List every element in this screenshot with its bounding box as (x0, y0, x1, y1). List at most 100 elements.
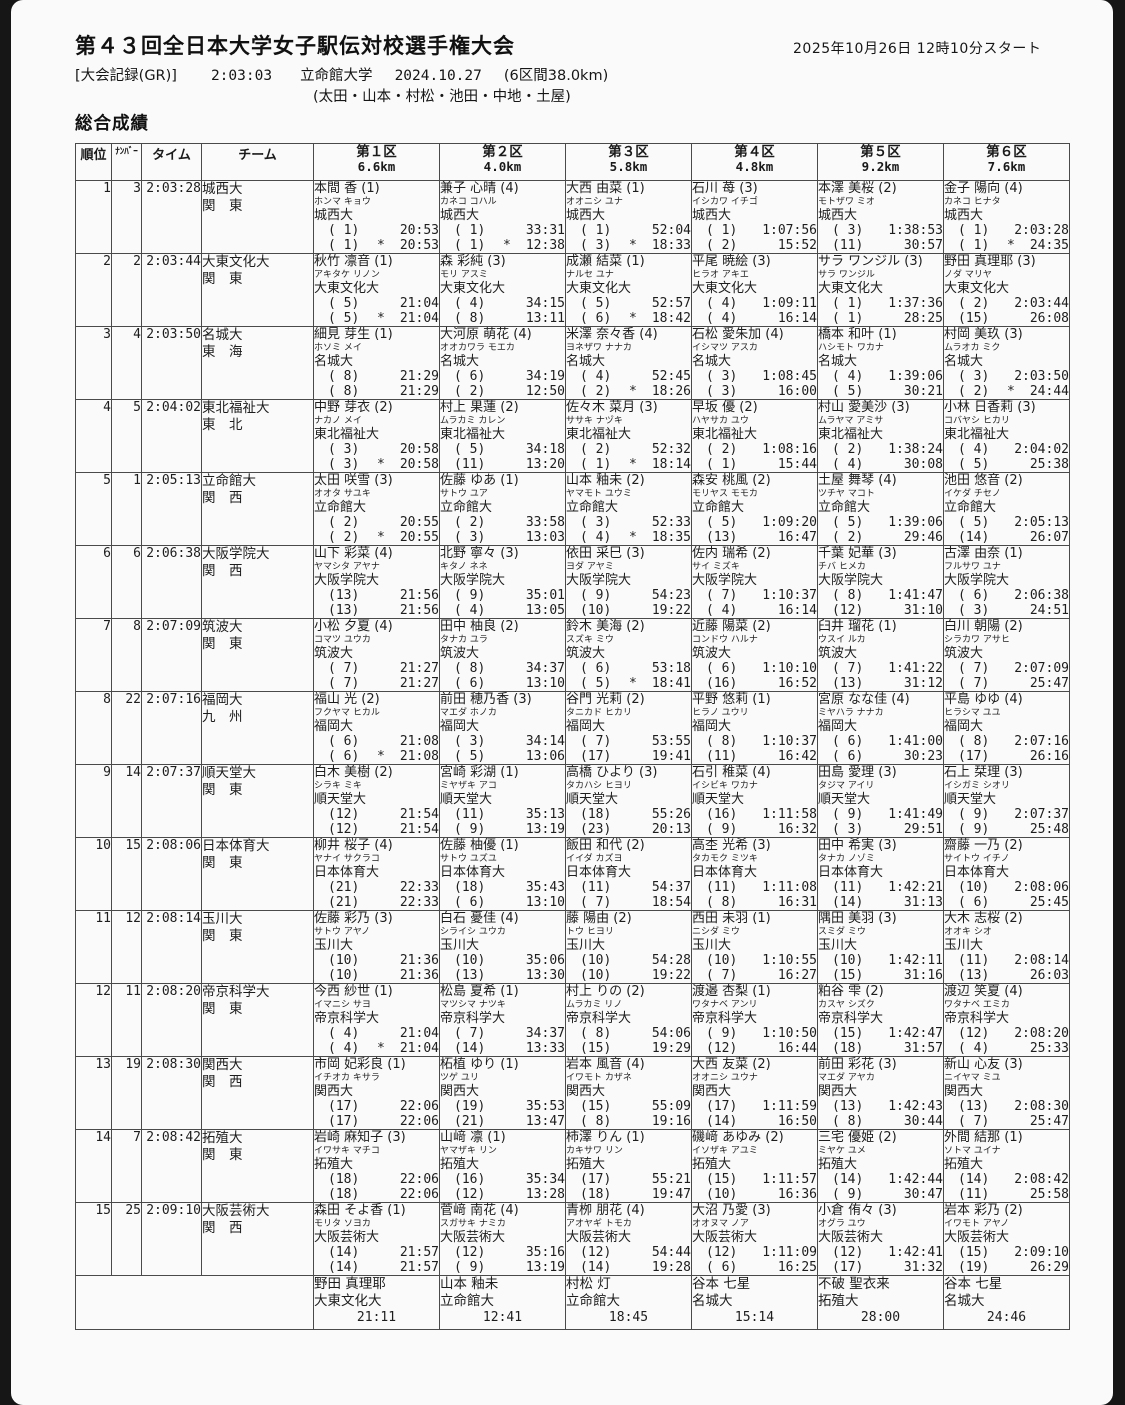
split-time: 1:39:06 (888, 514, 943, 530)
record-star (377, 296, 387, 311)
split-rank: ( 3) (958, 368, 990, 384)
runner-univ: 順天堂大 (944, 791, 997, 807)
split-rank: (17) (958, 748, 990, 764)
split-rank: ( 4) (454, 295, 486, 311)
split-rank: ( 6) (328, 748, 360, 764)
split-line: ( 9) 25:48 (945, 822, 1069, 837)
split-time: 1:10:55 (762, 952, 817, 968)
split-time: 19:22 (651, 967, 691, 983)
runner-kana: フクヤマ ヒカル (314, 707, 380, 718)
runner-name: 山﨑 凛 (1) (440, 1130, 506, 1146)
runner-name: 柳井 桜子 (4) (314, 838, 393, 854)
record-star (881, 749, 891, 764)
split-time: 52:32 (651, 441, 691, 457)
split-time: 18:26 (651, 383, 691, 399)
split-line: ( 7) 21:27 (315, 676, 439, 691)
runner-univ: 東北福祉大 (440, 426, 506, 442)
team-region: 関 東 (202, 271, 243, 287)
record-star (503, 953, 513, 968)
split-time: 2:09:10 (1014, 1244, 1069, 1260)
leg-cell: 前田 穂乃香 (3) マエダ ホノカ 福岡大( 3) 34:14 ( 5) 13:06 (439, 691, 566, 765)
split-time: 55:26 (651, 806, 691, 822)
split-time: 22:06 (399, 1098, 439, 1114)
runner-univ: 筑波大 (818, 645, 858, 661)
leg-best-time: 28:00 (860, 1310, 901, 1325)
number-cell: 4 (111, 326, 142, 400)
record-date: 2024.10.27 (394, 68, 482, 84)
runner-univ: 福岡大 (818, 718, 858, 734)
total-time-cell: 2:07:16 (141, 691, 202, 765)
split-line: ( 8) 2:07:16 (945, 734, 1069, 749)
runner-univ: 拓殖大 (440, 1156, 480, 1172)
split-line: ( 1) 33:31 (441, 223, 565, 238)
rank-cell: 1 (75, 180, 112, 254)
split-rank: ( 6) (580, 660, 612, 676)
runner-name: 石引 稚菜 (4) (692, 765, 771, 781)
split-rank: (15) (580, 1098, 612, 1114)
split-time: 24:35 (1029, 237, 1069, 253)
split-line: (14) 21:57 (315, 1260, 439, 1275)
runner-univ: 名城大 (314, 353, 354, 369)
split-time: 20:58 (399, 456, 439, 472)
record-star (878, 442, 888, 457)
runner-kana: オオヌマ ノア (692, 1218, 749, 1229)
record-star (752, 369, 762, 384)
leg-best-name: 野田 真理耶 (314, 1276, 386, 1293)
split-time: 35:53 (525, 1098, 565, 1114)
runner-kana: オオカワラ モエカ (440, 342, 515, 353)
record-star (629, 1172, 639, 1187)
record-star (755, 384, 765, 399)
split-line: ( 2) * 18:26 (567, 383, 691, 399)
leg-cell: 松島 夏希 (1) マツシマ ナツキ 帝京科学大( 7) 34:37 (14) 13:33 (439, 983, 566, 1057)
split-time: 1:10:50 (762, 1025, 817, 1041)
split-line: ( 6) 21:08 (315, 734, 439, 749)
runner-name: 新山 心友 (3) (944, 1057, 1023, 1073)
record-star (503, 311, 513, 326)
leg-cell: 千葉 妃華 (3) チバ ヒメカ 大阪学院大( 8) 1:41:47 (12) 31:10 (817, 545, 944, 619)
leg-cell: 太田 咲雪 (3) オオタ サユキ 立命館大( 2) 20:55( 2) * 20:55 (313, 472, 440, 546)
split-rank: (15) (832, 967, 864, 983)
runner-univ: 拓殖大 (566, 1156, 606, 1172)
total-time-cell: 2:08:30 (141, 1056, 202, 1130)
split-line: (14) 19:28 (567, 1260, 691, 1275)
record-star (1007, 1114, 1017, 1129)
record-star (629, 968, 639, 983)
team-name: 東北福祉大 (202, 400, 270, 417)
split-time: 16:31 (777, 894, 817, 910)
record-star (878, 1245, 888, 1260)
split-time: 35:01 (525, 587, 565, 603)
runner-name: 三宅 優姫 (2) (818, 1130, 897, 1146)
split-line: (12) 35:16 (441, 1245, 565, 1260)
split-time: 22:06 (399, 1171, 439, 1187)
runner-name: 前田 彩花 (3) (818, 1057, 897, 1073)
leg-cell: 粕谷 雫 (2) カスヤ シズク 帝京科学大 (15) 1:42:47 (18) 31:57 (817, 983, 944, 1057)
record-star (629, 223, 639, 238)
split-rank: (10) (580, 952, 612, 968)
record-star (881, 1260, 891, 1275)
record-star (1004, 880, 1014, 895)
runner-name: 大西 由菜 (1) (566, 181, 645, 197)
rank-cell: 15 (75, 1202, 112, 1276)
split-time: 13:10 (525, 894, 565, 910)
split-line: ( 1) * 20:53 (315, 238, 439, 253)
leg-best-univ: 名城大 (692, 1293, 733, 1309)
split-line: (11) 54:37 (567, 880, 691, 895)
split-rank: ( 1) (832, 310, 864, 326)
leg-cell: 近藤 陽菜 (2) コンドウ ハルナ 筑波大( 6) 1:10:10 (16) 16:52 (691, 618, 818, 692)
record-course: (6区間38.0km) (503, 68, 609, 84)
split-line: (10) 16:36 (693, 1187, 817, 1202)
split-line: (21) 22:33 (315, 895, 439, 910)
split-time: 1:08:45 (762, 368, 817, 384)
total-time-cell: 2:07:37 (141, 764, 202, 838)
runner-univ: 大東文化大 (692, 280, 758, 296)
runner-name: 細見 芽生 (1) (314, 327, 393, 343)
record-star (503, 603, 513, 618)
record-star (1007, 822, 1017, 837)
runner-kana: サイトウ イチノ (944, 853, 1010, 864)
total-time-cell: 2:08:06 (141, 837, 202, 911)
leg-cell: 北野 寧々 (3) キタノ ネネ 大阪学院大( 9) 35:01 ( 4) 13:05 (439, 545, 566, 619)
runner-name: 平野 悠莉 (1) (692, 692, 771, 708)
split-time: 20:13 (651, 821, 691, 837)
runner-kana: イシマツ アスカ (692, 342, 758, 353)
split-line: ( 4) 2:04:02 (945, 442, 1069, 457)
